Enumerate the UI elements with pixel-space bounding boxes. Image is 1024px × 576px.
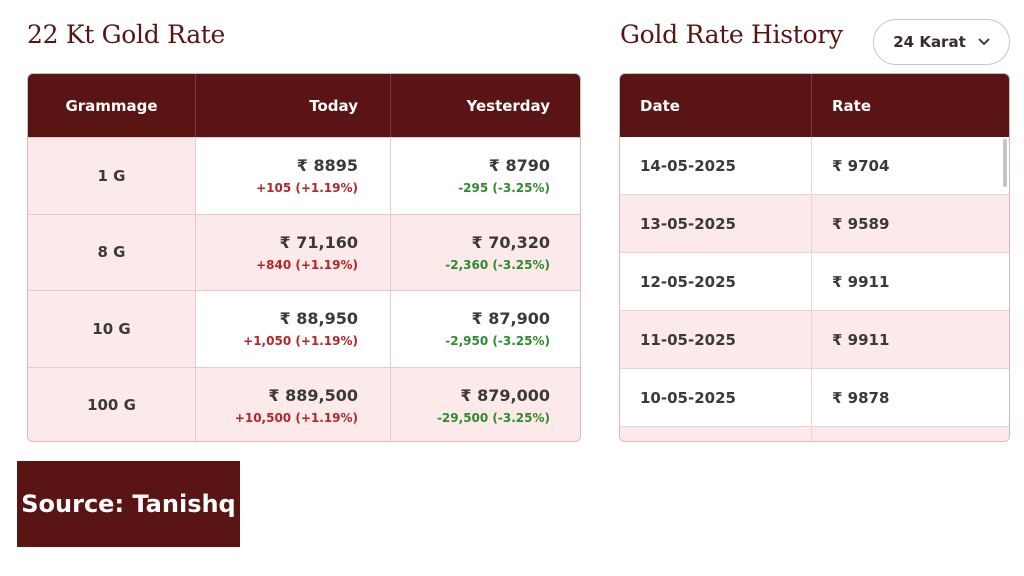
header-rate: Rate <box>832 96 872 115</box>
today-price: ₹ 889,500 <box>268 385 358 405</box>
today-price: ₹ 8895 <box>296 156 358 176</box>
table-row: 10 G ₹ 88,950 +1,050 (+1.19%) ₹ 87,900 -… <box>28 290 580 367</box>
history-scroll-area[interactable]: 14-05-2025 ₹ 9704 13-05-2025 ₹ 9589 12-0… <box>620 137 1009 441</box>
history-scrollbar[interactable] <box>1003 139 1007 187</box>
yesterday-change: -295 (-3.25%) <box>458 181 550 196</box>
chevron-down-icon <box>978 38 990 46</box>
today-cell: ₹ 8895 +105 (+1.19%) <box>196 138 391 214</box>
yesterday-price: ₹ 70,320 <box>471 232 550 252</box>
history-row: 14-05-2025 ₹ 9704 <box>620 137 1009 195</box>
history-rate: ₹ 9911 <box>832 330 890 349</box>
yesterday-cell: ₹ 87,900 -2,950 (-3.25%) <box>391 291 580 367</box>
today-change: +840 (+1.19%) <box>256 257 358 272</box>
history-rate-partial <box>812 427 1009 441</box>
yesterday-change: -2,950 (-3.25%) <box>445 334 550 349</box>
table-row: 100 G ₹ 889,500 +10,500 (+1.19%) ₹ 879,0… <box>28 366 580 441</box>
karat-select-value: 24 Karat <box>893 33 966 51</box>
grammage-cell: 8 G <box>28 214 196 290</box>
header-grammage: Grammage <box>28 74 196 137</box>
history-date: 13-05-2025 <box>620 195 812 252</box>
yesterday-price: ₹ 87,900 <box>471 309 550 329</box>
yesterday-change: -29,500 (-3.25%) <box>436 410 550 425</box>
rate-title: 22 Kt Gold Rate <box>27 20 226 49</box>
header-today: Today <box>196 74 391 137</box>
table-row: 8 G ₹ 71,160 +840 (+1.19%) ₹ 70,320 -2,3… <box>28 213 580 290</box>
yesterday-change: -2,360 (-3.25%) <box>445 257 550 272</box>
grammage-cell: 1 G <box>28 138 196 214</box>
history-row: 13-05-2025 ₹ 9589 <box>620 195 1009 253</box>
header-yesterday: Yesterday <box>466 96 550 115</box>
today-change: +10,500 (+1.19%) <box>234 410 358 425</box>
today-price: ₹ 71,160 <box>279 232 358 252</box>
history-row: 12-05-2025 ₹ 9911 <box>620 253 1009 311</box>
rate-table-header: Grammage Today Yesterday <box>28 74 580 137</box>
today-cell: ₹ 71,160 +840 (+1.19%) <box>196 214 391 290</box>
history-rate: ₹ 9589 <box>832 214 890 233</box>
table-row: 1 G ₹ 8895 +105 (+1.19%) ₹ 8790 -295 (-3… <box>28 137 580 214</box>
grammage-cell: 10 G <box>28 291 196 367</box>
source-label: Source: Tanishq <box>17 461 240 547</box>
yesterday-cell: ₹ 8790 -295 (-3.25%) <box>391 138 580 214</box>
yesterday-price: ₹ 879,000 <box>460 385 550 405</box>
karat-select[interactable]: 24 Karat <box>873 19 1010 65</box>
history-row: 10-05-2025 ₹ 9878 <box>620 369 1009 427</box>
history-title: Gold Rate History <box>620 20 843 49</box>
history-date-partial <box>620 427 812 441</box>
yesterday-cell: ₹ 879,000 -29,500 (-3.25%) <box>391 367 580 441</box>
header-date: Date <box>620 74 812 137</box>
history-row-partial <box>620 427 1009 441</box>
history-row: 11-05-2025 ₹ 9911 <box>620 311 1009 369</box>
history-table-header: Date Rate <box>620 74 1009 137</box>
history-date: 12-05-2025 <box>620 253 812 310</box>
rate-history-table: Date Rate 14-05-2025 ₹ 9704 13-05-2025 ₹… <box>619 73 1010 442</box>
grammage-cell: 100 G <box>28 367 196 441</box>
history-rate: ₹ 9704 <box>832 156 890 175</box>
today-cell: ₹ 889,500 +10,500 (+1.19%) <box>196 367 391 441</box>
today-change: +105 (+1.19%) <box>256 181 358 196</box>
today-price: ₹ 88,950 <box>279 309 358 329</box>
yesterday-cell: ₹ 70,320 -2,360 (-3.25%) <box>391 214 580 290</box>
history-date: 11-05-2025 <box>620 311 812 368</box>
history-date: 14-05-2025 <box>620 137 812 194</box>
today-cell: ₹ 88,950 +1,050 (+1.19%) <box>196 291 391 367</box>
history-rate: ₹ 9911 <box>832 272 890 291</box>
history-date: 10-05-2025 <box>620 369 812 426</box>
gold-rate-table: Grammage Today Yesterday 1 G ₹ 8895 +105… <box>27 73 581 442</box>
yesterday-price: ₹ 8790 <box>488 156 550 176</box>
history-rate: ₹ 9878 <box>832 388 890 407</box>
today-change: +1,050 (+1.19%) <box>243 334 358 349</box>
